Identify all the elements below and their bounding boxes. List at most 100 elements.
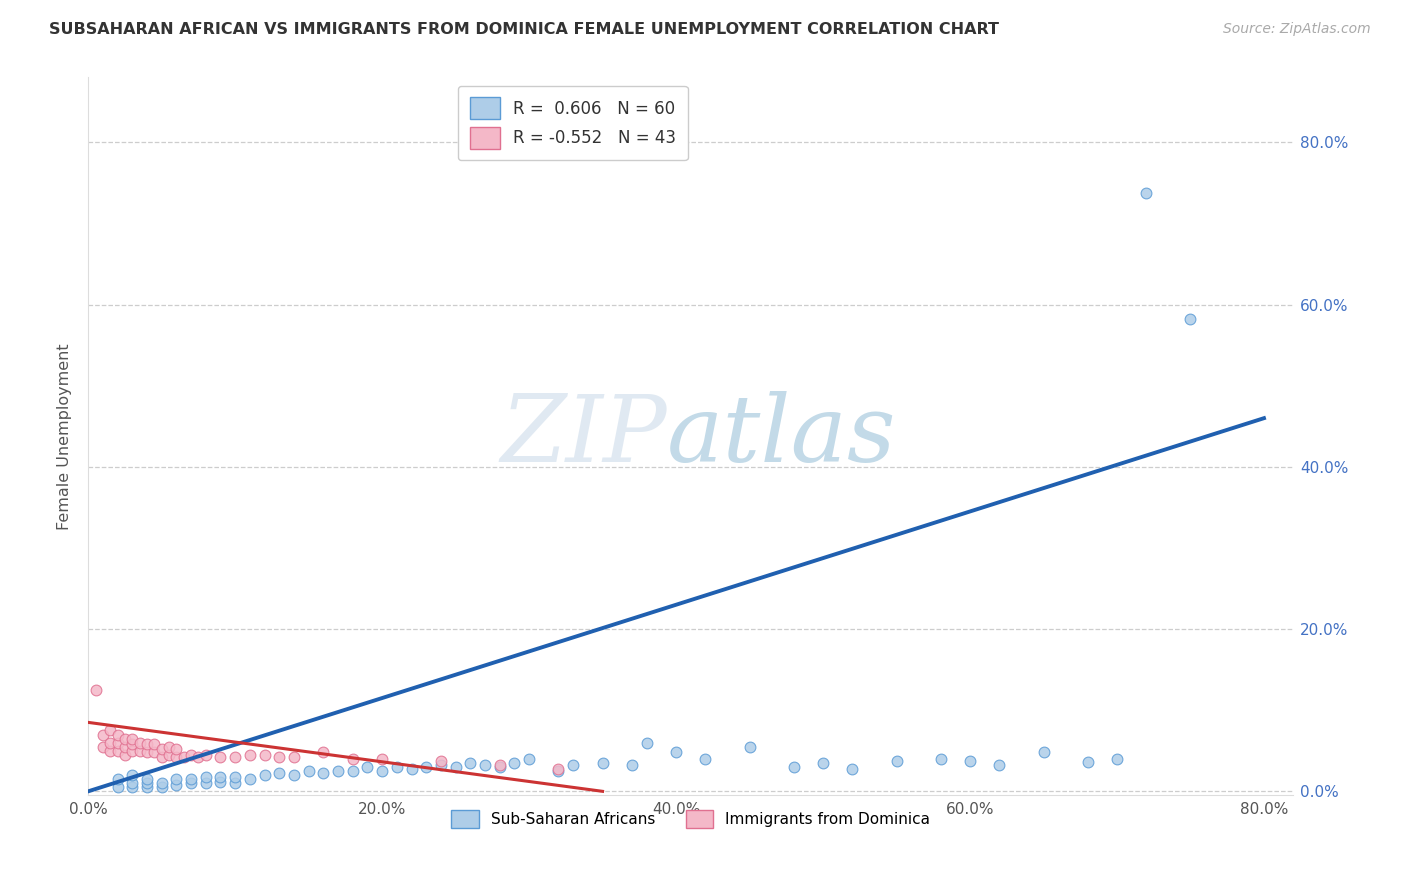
Point — [107, 727, 129, 741]
Point — [811, 756, 834, 770]
Point — [959, 754, 981, 768]
Point — [98, 744, 121, 758]
Point — [239, 747, 262, 762]
Point — [385, 760, 408, 774]
Point — [91, 727, 114, 741]
Point — [136, 776, 159, 790]
Point — [488, 760, 510, 774]
Point — [458, 756, 481, 770]
Point — [326, 764, 349, 778]
Point — [121, 776, 143, 790]
Point — [114, 739, 136, 754]
Point — [84, 682, 107, 697]
Point — [371, 764, 394, 778]
Point — [114, 731, 136, 746]
Point — [224, 776, 246, 790]
Point — [150, 742, 173, 756]
Point — [114, 747, 136, 762]
Legend: Sub-Saharan Africans, Immigrants from Dominica: Sub-Saharan Africans, Immigrants from Do… — [444, 804, 936, 834]
Point — [988, 758, 1011, 772]
Point — [253, 768, 276, 782]
Point — [224, 750, 246, 764]
Point — [194, 776, 217, 790]
Point — [239, 772, 262, 787]
Point — [312, 766, 335, 780]
Point — [173, 750, 195, 764]
Point — [121, 731, 143, 746]
Point — [738, 739, 761, 754]
Point — [143, 745, 166, 759]
Point — [121, 768, 143, 782]
Text: Source: ZipAtlas.com: Source: ZipAtlas.com — [1223, 22, 1371, 37]
Point — [194, 770, 217, 784]
Point — [253, 747, 276, 762]
Point — [180, 776, 202, 790]
Point — [342, 752, 364, 766]
Point — [157, 747, 180, 762]
Point — [165, 778, 187, 792]
Point — [107, 772, 129, 787]
Point — [180, 747, 202, 762]
Point — [209, 770, 232, 784]
Point — [929, 752, 952, 766]
Point — [503, 756, 526, 770]
Point — [209, 774, 232, 789]
Point — [782, 760, 804, 774]
Point — [415, 760, 437, 774]
Point — [1077, 755, 1099, 769]
Point — [430, 754, 453, 768]
Point — [136, 780, 159, 795]
Point — [620, 758, 643, 772]
Point — [224, 770, 246, 784]
Text: atlas: atlas — [666, 392, 896, 482]
Point — [841, 762, 863, 776]
Point — [128, 744, 150, 758]
Point — [886, 754, 908, 768]
Point — [91, 739, 114, 754]
Point — [474, 758, 496, 772]
Point — [165, 742, 187, 756]
Point — [121, 744, 143, 758]
Point — [547, 762, 569, 776]
Point — [1105, 752, 1128, 766]
Point — [342, 764, 364, 778]
Point — [488, 758, 510, 772]
Point — [209, 750, 232, 764]
Point — [269, 766, 291, 780]
Point — [107, 736, 129, 750]
Point — [143, 737, 166, 751]
Point — [312, 745, 335, 759]
Point — [1135, 186, 1157, 200]
Point — [269, 750, 291, 764]
Point — [165, 750, 187, 764]
Point — [283, 750, 305, 764]
Text: SUBSAHARAN AFRICAN VS IMMIGRANTS FROM DOMINICA FEMALE UNEMPLOYMENT CORRELATION C: SUBSAHARAN AFRICAN VS IMMIGRANTS FROM DO… — [49, 22, 1000, 37]
Point — [547, 764, 569, 778]
Point — [136, 772, 159, 787]
Point — [444, 760, 467, 774]
Point — [187, 750, 209, 764]
Point — [180, 772, 202, 787]
Y-axis label: Female Unemployment: Female Unemployment — [58, 343, 72, 530]
Point — [121, 737, 143, 751]
Point — [98, 723, 121, 738]
Point — [430, 758, 453, 772]
Point — [1180, 312, 1202, 326]
Point — [98, 736, 121, 750]
Point — [136, 737, 159, 751]
Point — [165, 772, 187, 787]
Point — [562, 758, 585, 772]
Point — [157, 739, 180, 754]
Text: ZIP: ZIP — [501, 392, 666, 482]
Point — [136, 745, 159, 759]
Point — [298, 764, 321, 778]
Point — [121, 780, 143, 795]
Point — [665, 745, 688, 759]
Point — [283, 768, 305, 782]
Point — [356, 760, 378, 774]
Point — [150, 750, 173, 764]
Point — [592, 756, 614, 770]
Point — [150, 776, 173, 790]
Point — [150, 780, 173, 795]
Point — [107, 780, 129, 795]
